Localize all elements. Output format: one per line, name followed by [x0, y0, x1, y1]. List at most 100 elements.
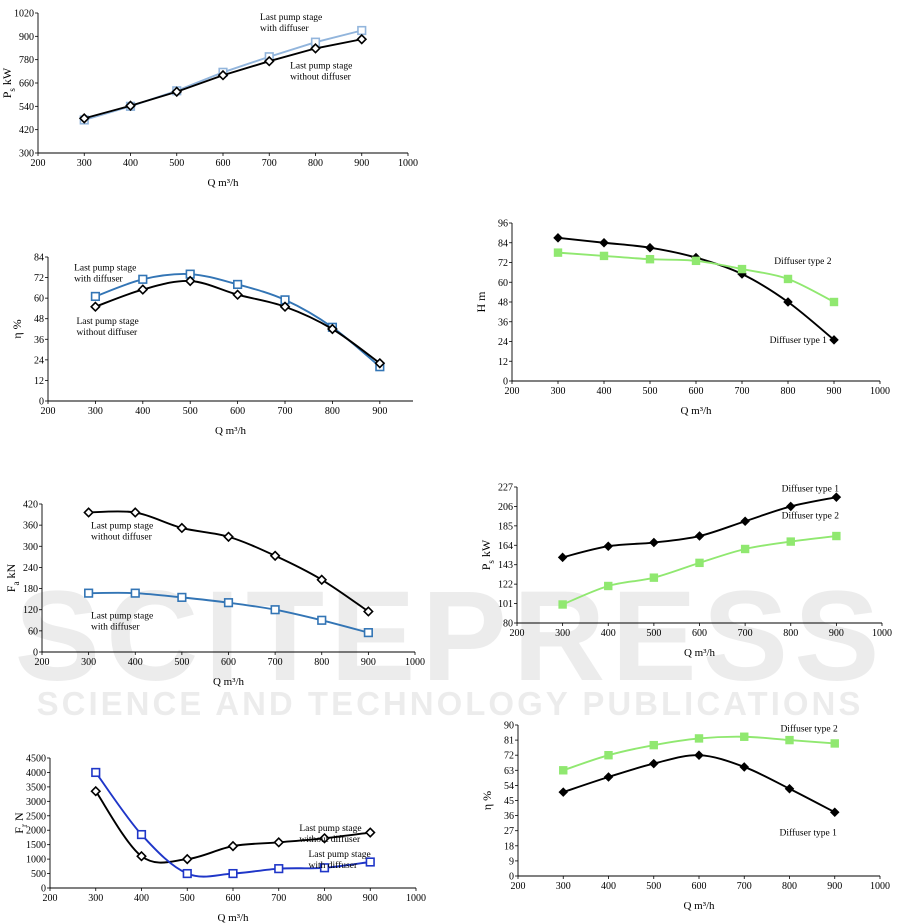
data-point [740, 516, 750, 526]
y-axis-label-main: P [479, 563, 493, 570]
data-point [317, 615, 327, 625]
data-point [783, 274, 793, 284]
y-axis-label-main: F [4, 585, 18, 592]
y-axis-label-unit: kW [0, 67, 14, 88]
data-point [694, 734, 704, 743]
y-axis-label-main: P [0, 91, 14, 98]
y-tick-label: 60 [34, 294, 44, 305]
data-point [695, 558, 704, 568]
x-axis-label: Q m³/h [213, 676, 245, 688]
y-axis-label-subscript: a [11, 581, 21, 585]
data-point [274, 864, 284, 874]
data-point [739, 762, 750, 772]
x-tick-label: 800 [314, 657, 329, 668]
annotation-line: with diffuser [91, 622, 140, 633]
y-tick-label: 101 [498, 599, 513, 610]
x-tick-label: 200 [511, 881, 526, 892]
y-tick-label: 143 [498, 560, 513, 571]
data-point [363, 628, 373, 638]
x-tick-label: 700 [737, 881, 752, 892]
y-tick-label: 36 [498, 317, 508, 328]
x-tick-label: 300 [551, 386, 566, 397]
data-point [694, 750, 704, 760]
x-tick-label: 400 [128, 657, 143, 668]
y-axis-label: H m [474, 291, 488, 313]
annotation: Last pump stage without diffuser [91, 522, 153, 543]
y-tick-label: 18 [504, 841, 514, 852]
annotation: Last pump stage without diffuser [76, 317, 138, 338]
y-tick-label: 206 [498, 502, 513, 513]
x-tick-label: 200 [510, 628, 525, 639]
annotation-line: Last pump stage [91, 612, 153, 622]
annotation-line: Last pump stage [299, 824, 361, 834]
data-point [137, 284, 149, 295]
x-tick-label: 1000 [870, 386, 890, 397]
x-tick-label: 200 [41, 406, 56, 417]
x-tick-label: 600 [692, 881, 707, 892]
data-point [553, 233, 563, 243]
data-point [279, 301, 291, 313]
watermark-main: SCITEPRESS [15, 565, 886, 708]
annotation: Last pump stage without diffuser [290, 61, 352, 82]
x-tick-label: 800 [308, 158, 323, 169]
annotation: Diffuser type 1 [780, 828, 838, 839]
y-tick-label: 185 [498, 521, 513, 532]
y-axis-label: Ps kW [479, 539, 496, 570]
y-tick-label: 3000 [26, 797, 46, 808]
y-tick-label: 60 [28, 626, 38, 637]
y-tick-label: 1500 [26, 840, 46, 851]
data-point [138, 274, 148, 284]
y-tick-label: 420 [19, 125, 34, 136]
x-tick-label: 800 [783, 628, 798, 639]
y-tick-label: 3500 [26, 782, 46, 793]
series-1 [559, 732, 839, 775]
data-point [90, 785, 102, 797]
annotation: Diffuser type 1 [770, 335, 828, 346]
x-tick-label: 1000 [405, 657, 425, 668]
y-tick-label: 72 [504, 751, 514, 762]
x-tick-label: 300 [556, 881, 571, 892]
y-tick-label: 0 [41, 884, 46, 895]
x-tick-label: 400 [601, 881, 616, 892]
y-tick-label: 80 [503, 619, 513, 630]
data-point [649, 537, 659, 548]
data-point [319, 863, 330, 873]
y-tick-label: 81 [504, 736, 514, 747]
y-axis-label: Fr N [12, 812, 29, 834]
annotation: Last pump stage with diffuser [260, 13, 322, 34]
x-tick-label: 400 [597, 386, 612, 397]
y-tick-label: 420 [23, 500, 38, 511]
y-axis-label-subscript: s [7, 88, 17, 92]
annotation-line: without diffuser [76, 327, 138, 338]
x-tick-label: 500 [180, 893, 195, 904]
data-point [269, 550, 281, 562]
data-point [223, 531, 234, 543]
x-tick-label: 900 [363, 893, 378, 904]
annotation-line: Diffuser type 1 [780, 828, 838, 839]
series-1 [90, 785, 376, 865]
chart-ps_left: 200 300 400 500 600 700 800 900 1000300420540660… [0, 9, 418, 190]
series-2 [78, 33, 368, 124]
y-tick-label: 2000 [26, 826, 46, 837]
y-axis-label: η % [480, 791, 494, 810]
y-tick-label: 36 [34, 335, 44, 346]
data-point [785, 735, 794, 745]
y-tick-label: 2500 [26, 811, 46, 822]
data-point [786, 537, 795, 546]
chart-h_right: 200 300 400 500 600 700 800 900 1000 0 12 24 36 48 60 7… [474, 219, 890, 418]
data-point [125, 100, 136, 112]
y-tick-label: 48 [34, 314, 44, 325]
data-point [228, 868, 238, 879]
y-tick-label: 72 [498, 258, 508, 269]
annotation-line: Last pump stage [74, 264, 136, 274]
data-point [364, 827, 376, 838]
data-point [316, 574, 328, 586]
x-tick-label: 400 [135, 406, 150, 417]
x-tick-label: 600 [230, 406, 245, 417]
data-point [78, 113, 90, 124]
chart-fr_left: 200 300 400 500 600 700 800 900 1000 0 500 1000 1500… [12, 754, 426, 924]
x-tick-label: 600 [689, 386, 704, 397]
annotation: Last pump stage without diffuser [299, 824, 361, 845]
x-tick-label: 800 [781, 386, 796, 397]
x-tick-label: 300 [81, 657, 96, 668]
